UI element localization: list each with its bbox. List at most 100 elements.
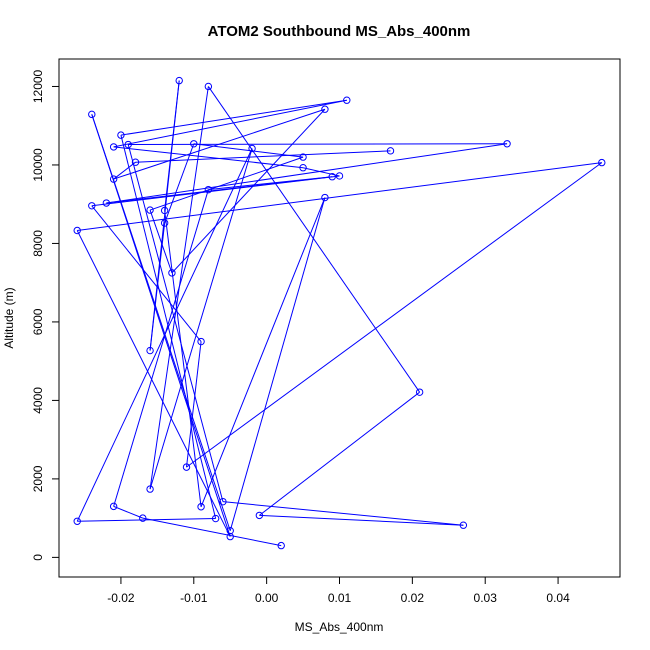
- y-axis: 0 2000 4000 6000 8000 10000 12000: [31, 69, 60, 561]
- data-point: [321, 105, 329, 113]
- data-point: [277, 541, 285, 550]
- series-segment: [113, 161, 136, 180]
- data-point: [190, 140, 198, 148]
- data-point: [168, 269, 176, 277]
- series-segment: [186, 162, 603, 468]
- data-point: [226, 532, 234, 541]
- series-segment: [164, 210, 202, 507]
- data-point: [459, 521, 468, 529]
- y-tick-label: 8000: [31, 230, 45, 257]
- data-point: [160, 219, 169, 227]
- y-tick-label: 2000: [31, 465, 45, 492]
- x-tick-label: -0.02: [107, 591, 135, 605]
- data-point: [117, 131, 125, 139]
- data-point: [131, 158, 140, 166]
- data-point: [146, 485, 154, 493]
- data-point: [124, 140, 132, 149]
- series-segment: [207, 86, 421, 393]
- data-point: [197, 337, 205, 346]
- series-segment: [259, 391, 420, 516]
- series-lines: [76, 80, 603, 547]
- series-segment: [302, 167, 340, 177]
- series-segment: [120, 99, 347, 136]
- series-segment: [113, 108, 326, 180]
- x-axis: -0.02 -0.01 0.00 0.01 0.02 0.03 0.04: [107, 576, 570, 605]
- series-segment: [113, 146, 304, 169]
- data-point: [109, 143, 118, 151]
- series-segment: [149, 156, 304, 211]
- y-tick-label: 6000: [31, 308, 45, 335]
- series-segment: [259, 514, 464, 526]
- chart-title: ATOM2 Southbound MS_Abs_400nm: [208, 23, 471, 40]
- data-point: [88, 202, 96, 210]
- series-segment: [127, 144, 224, 502]
- data-point: [88, 110, 96, 119]
- data-point: [219, 497, 227, 506]
- series-segment: [142, 517, 282, 547]
- data-point: [182, 463, 191, 471]
- data-point: [299, 153, 307, 161]
- y-tick-label: 12000: [31, 69, 45, 103]
- data-point: [386, 147, 395, 155]
- x-tick-label: -0.01: [180, 591, 208, 605]
- data-point: [343, 96, 351, 104]
- series-segment: [193, 143, 304, 158]
- series-points: [73, 76, 606, 550]
- series-segment: [186, 341, 202, 468]
- data-point: [226, 526, 234, 535]
- series-segment: [91, 114, 231, 531]
- series-segment: [135, 150, 391, 163]
- data-point: [248, 144, 256, 153]
- data-point: [73, 226, 81, 235]
- data-point: [598, 158, 606, 167]
- y-tick-label: 4000: [31, 387, 45, 414]
- series-segment: [77, 518, 216, 522]
- data-point: [211, 514, 220, 523]
- series-segment: [149, 86, 209, 490]
- data-point: [146, 206, 154, 214]
- x-axis-label: MS_Abs_400nm: [295, 620, 384, 634]
- data-point: [335, 172, 344, 180]
- data-point: [146, 346, 154, 355]
- series-segment: [164, 143, 195, 224]
- x-tick-label: 0.02: [401, 591, 425, 605]
- x-tick-label: 0.00: [255, 591, 279, 605]
- data-point: [109, 502, 118, 511]
- data-point: [415, 388, 424, 396]
- data-point: [197, 503, 205, 511]
- series-segment: [222, 501, 464, 526]
- data-point: [321, 193, 329, 202]
- series-segment: [76, 230, 231, 537]
- series-segment: [91, 205, 202, 342]
- series-segment: [106, 143, 508, 204]
- data-point: [503, 140, 511, 148]
- series-segment: [113, 505, 143, 519]
- data-point: [175, 76, 183, 85]
- data-point: [160, 206, 169, 215]
- data-point: [255, 511, 264, 520]
- y-tick-label: 10000: [31, 148, 45, 182]
- y-axis-label: Altitude (m): [2, 287, 16, 348]
- data-point: [299, 164, 307, 172]
- x-tick-label: 0.03: [474, 591, 498, 605]
- series-segment: [171, 108, 326, 274]
- series-segment: [120, 135, 217, 519]
- series-segment: [113, 99, 347, 148]
- data-point: [328, 173, 336, 181]
- series-segment: [113, 189, 209, 507]
- series-segment: [128, 143, 508, 146]
- data-point: [102, 199, 111, 207]
- series-segment: [229, 197, 326, 531]
- y-tick-label: 0: [31, 554, 45, 561]
- data-point: [139, 514, 147, 522]
- x-tick-label: 0.04: [546, 591, 570, 605]
- x-tick-label: 0.01: [328, 591, 352, 605]
- series-segment: [200, 197, 326, 507]
- data-point: [109, 175, 118, 183]
- data-point: [204, 185, 213, 194]
- data-point: [73, 517, 81, 525]
- plot-frame: [58, 58, 621, 578]
- data-point: [204, 82, 213, 91]
- series-segment: [149, 209, 173, 274]
